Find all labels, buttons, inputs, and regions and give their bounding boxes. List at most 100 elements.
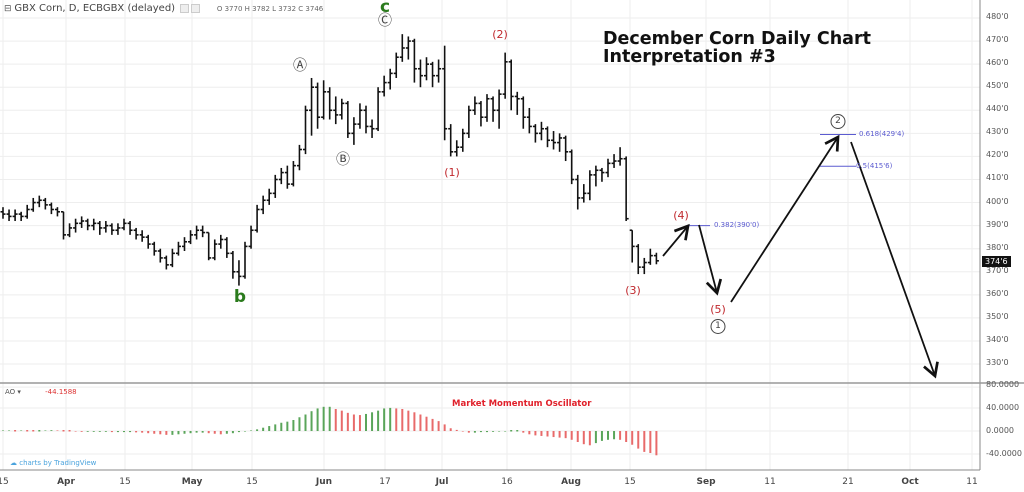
ohlc-bar	[79, 216, 85, 228]
wave-label-c: c	[379, 0, 391, 17]
ohlc-bar	[278, 167, 284, 185]
wave-label-4: (4)	[673, 209, 689, 222]
hide-icon[interactable]	[190, 4, 200, 13]
ohlc-bar	[266, 188, 272, 205]
ohlc-bar	[260, 195, 266, 215]
ohlc-bar	[12, 209, 18, 222]
ohlc-bar	[538, 121, 544, 141]
time-tick-label: 15	[624, 477, 636, 487]
price-tick-label: 400'0	[986, 196, 1009, 206]
ao-bar	[26, 430, 29, 432]
ohlc-bar	[484, 94, 490, 122]
wave-label-2: (2)	[492, 28, 508, 41]
ohlc-bar	[393, 52, 399, 78]
ohlc-bar	[557, 133, 563, 152]
ohlc-bar	[424, 57, 429, 81]
ohlc-bar	[42, 197, 48, 210]
ohlc-bar	[605, 158, 611, 178]
price-tick-label: 370'0	[986, 265, 1009, 275]
ohlc-bar	[417, 59, 423, 88]
wave-label-A: Ⓐ	[293, 58, 307, 74]
tradingview-branding[interactable]: ☁ charts by TradingView	[10, 459, 96, 467]
ohlc-bar	[67, 223, 73, 238]
time-tick-label: May	[181, 477, 203, 487]
ohlc-bar	[236, 260, 242, 286]
ohlc-bar	[139, 230, 145, 242]
ohlc-bar	[109, 223, 115, 235]
time-tick-label: 15	[246, 477, 258, 487]
projection-arrow	[730, 134, 840, 303]
price-tick-label: 380'0	[986, 242, 1009, 252]
ohlc-bar	[575, 174, 581, 210]
time-tick-label: 15	[0, 477, 9, 487]
ohlc-bar	[248, 225, 254, 249]
ao-bar	[516, 430, 519, 432]
branding-text: charts by TradingView	[19, 459, 97, 467]
price-tick-label: 340'0	[986, 334, 1009, 344]
ohlc-bar	[478, 101, 484, 127]
ohlc-bar	[448, 124, 454, 157]
ohlc-bar	[375, 87, 381, 132]
oscillator-name[interactable]: AO	[5, 388, 16, 396]
ohlc-bar	[290, 161, 296, 187]
ohlc-bar	[224, 237, 230, 258]
price-tick-label: 420'0	[986, 150, 1009, 160]
time-tick-label: Sep	[696, 477, 716, 487]
ohlc-bar	[206, 231, 212, 261]
time-tick-label: Jul	[435, 477, 449, 487]
ohlc-bar	[345, 101, 351, 138]
cloud-icon: ☁	[10, 459, 20, 467]
ohlc-bar	[466, 105, 472, 138]
ohlc-bar	[97, 221, 103, 235]
ohlc-bar	[133, 227, 139, 240]
ohlc-bar	[194, 225, 200, 240]
wave-label-1: (1)	[444, 166, 460, 179]
ohlc-bar	[6, 209, 12, 222]
ohlc-bar	[145, 234, 151, 249]
ohlc-bar	[230, 251, 236, 279]
ohlc-bar	[351, 117, 357, 145]
price-tick-label: 330'0	[986, 358, 1009, 368]
price-tick-label: 360'0	[986, 288, 1009, 298]
time-tick-label: Aug	[561, 477, 581, 487]
title-line-1: December Corn Daily Chart	[603, 29, 871, 49]
symbol-label[interactable]: GBX Corn, D, ECBGBX (delayed)	[14, 3, 176, 14]
ohlc-bar	[85, 218, 91, 231]
ohlc-bar	[593, 165, 599, 187]
time-tick-label: 11	[764, 477, 776, 487]
ohlc-bar	[405, 36, 411, 60]
osc-axis-label: 0.0000	[986, 426, 1014, 435]
price-tick-label: 460'0	[986, 58, 1009, 68]
title-line-2: Interpretation #3	[603, 47, 776, 67]
wave-label-C: Ⓒ	[378, 13, 392, 29]
wave-label-b: b	[233, 287, 247, 307]
ohlc-bar	[532, 124, 538, 143]
projection-arrow	[662, 223, 690, 257]
ohlc-bar	[411, 38, 417, 83]
settings-icon[interactable]	[179, 4, 189, 13]
ohlc-bar	[212, 239, 218, 261]
wave-label-circle-1: 1	[710, 319, 726, 334]
fib-label-05: 0.5(415'6)	[856, 162, 893, 170]
ohlc-bar	[357, 103, 363, 129]
price-tick-label: 410'0	[986, 173, 1009, 183]
ohlc-bar	[91, 218, 97, 231]
ohlc-bar	[587, 170, 593, 201]
ohlc-bar	[218, 234, 224, 249]
collapse-icon[interactable]: ⊟	[4, 4, 15, 14]
price-tick-label: 450'0	[986, 81, 1009, 91]
ohlc-bar	[30, 197, 36, 212]
ohlc-bar	[48, 202, 54, 215]
ohlc-bar	[151, 241, 157, 256]
price-tick-label: 350'0	[986, 311, 1009, 321]
oscillator-value: -44.1588	[45, 388, 77, 396]
ohlc-bar	[647, 248, 653, 265]
ohlc-bar	[508, 59, 514, 111]
time-tick-label: 16	[501, 477, 513, 487]
time-tick-label: 15	[119, 477, 131, 487]
ohlc-bar	[321, 80, 327, 120]
time-tick-label: Oct	[901, 477, 919, 487]
ohlc-bar	[169, 248, 175, 268]
ohlc-bar	[315, 82, 321, 129]
